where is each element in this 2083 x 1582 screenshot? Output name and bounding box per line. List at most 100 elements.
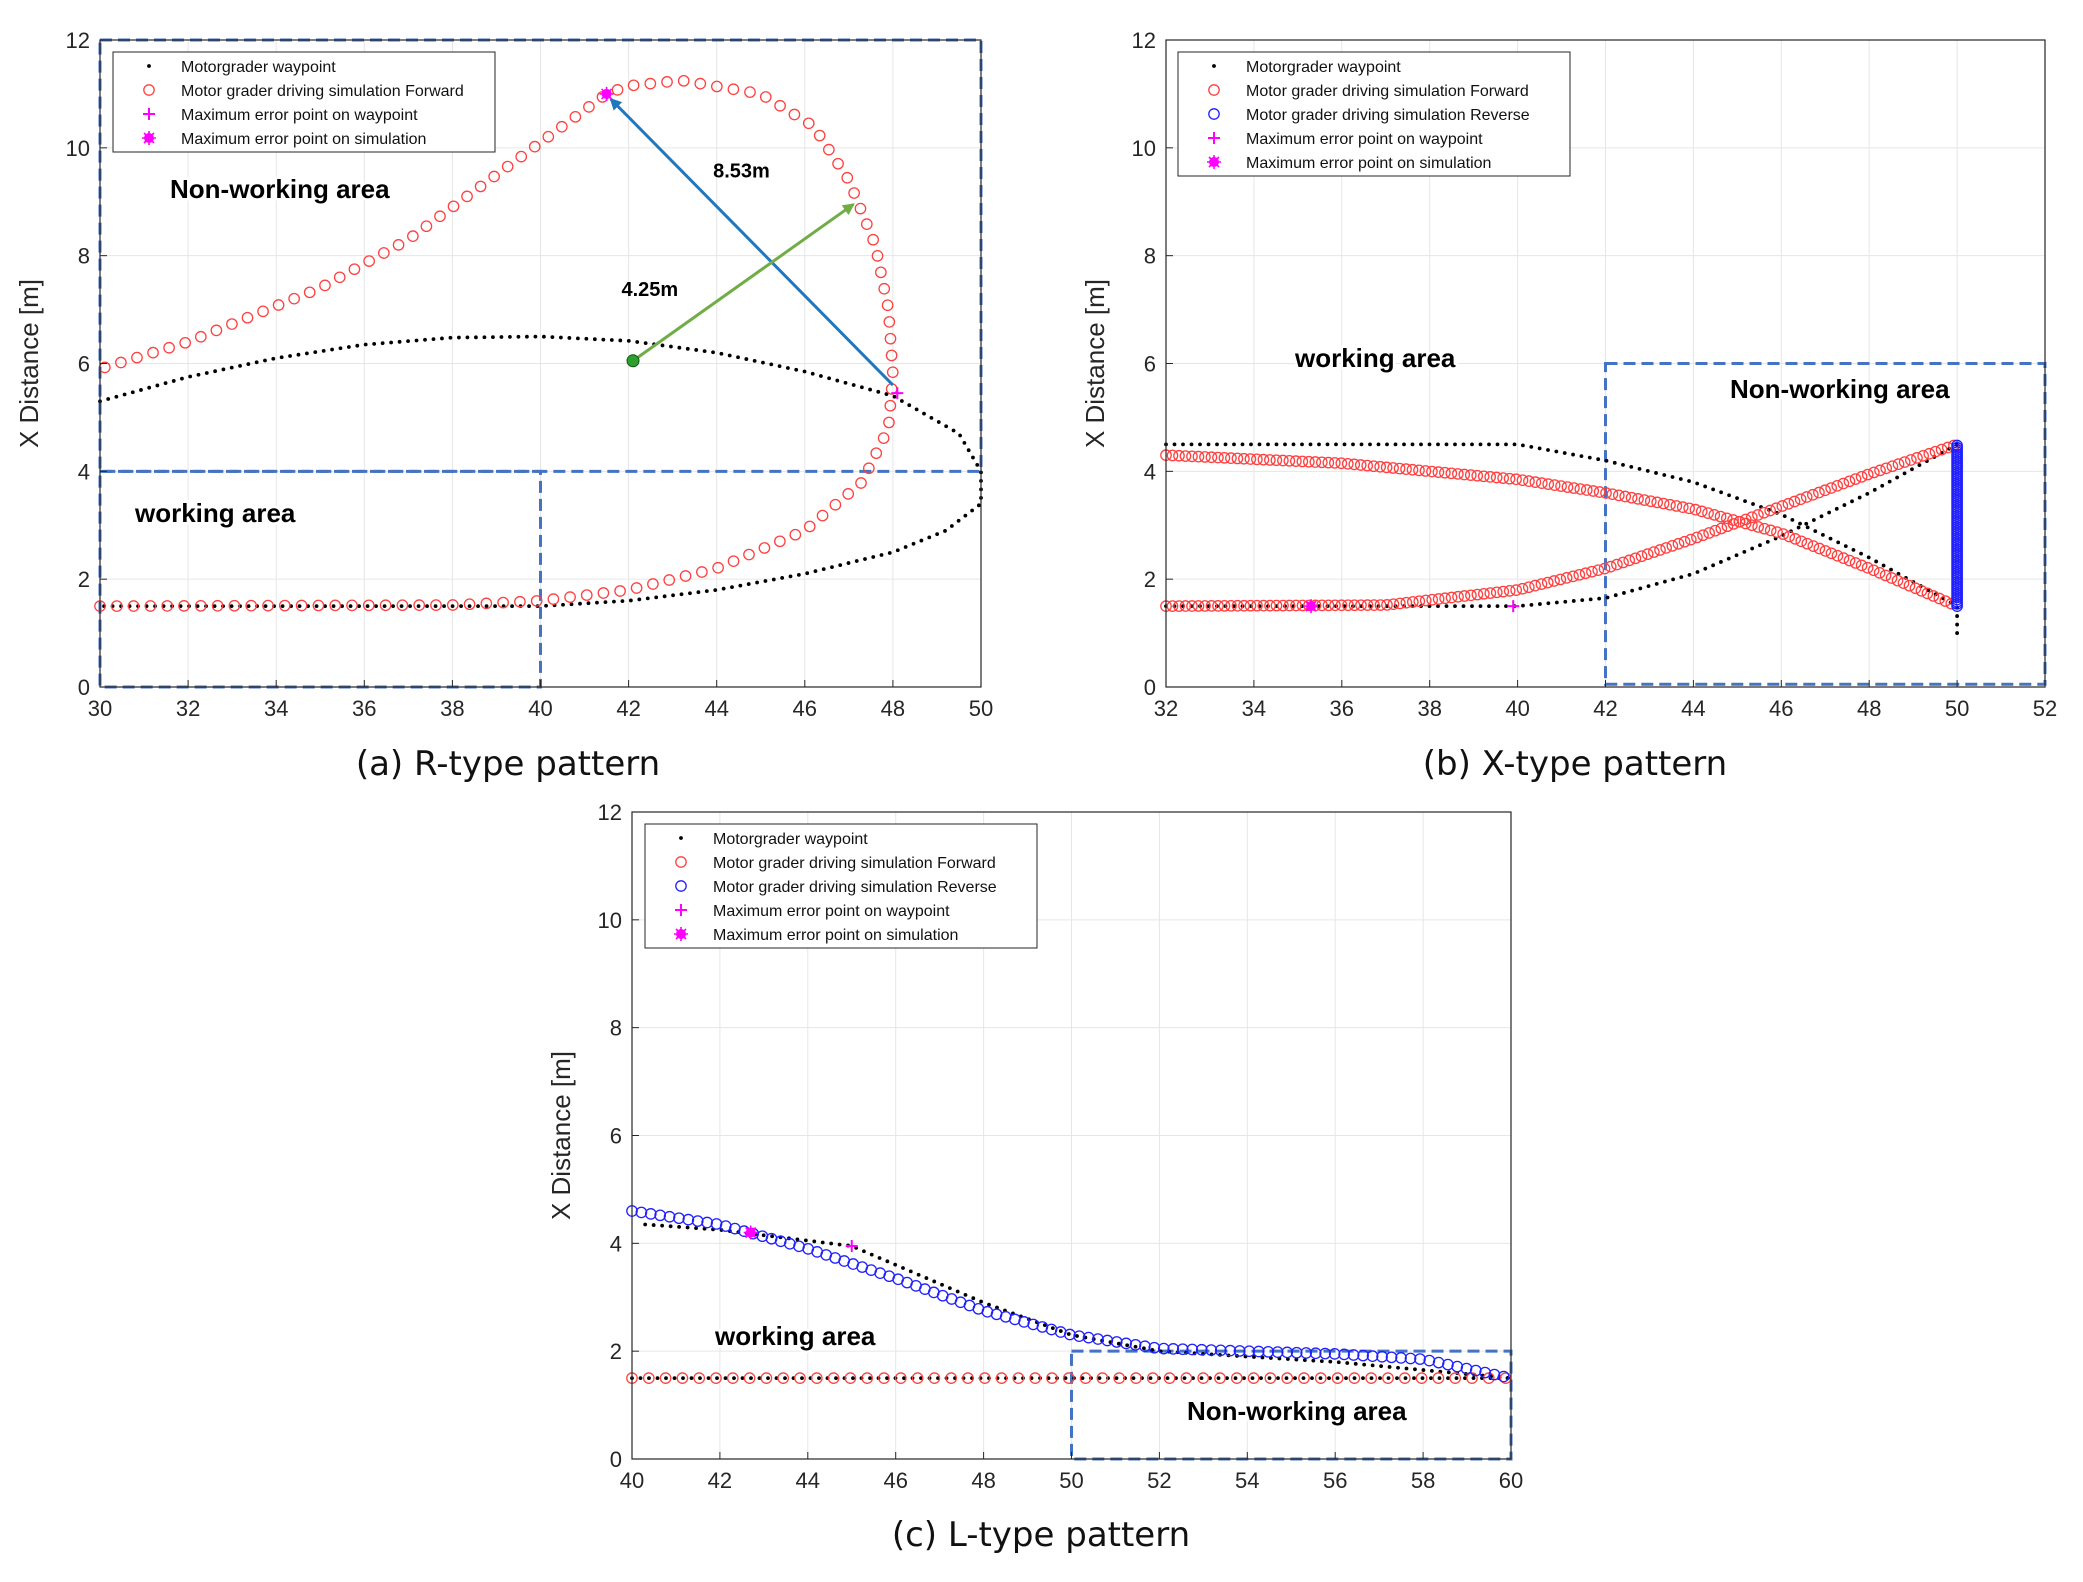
waypoint-point (467, 604, 472, 609)
waypoint-point (1386, 1376, 1391, 1381)
waypoint-point (1402, 442, 1406, 447)
simulation-point (663, 1210, 676, 1223)
waypoint-point (664, 1376, 668, 1381)
simulation-point (1935, 443, 1948, 456)
x-tick-label: 44 (796, 1468, 820, 1493)
simulation-point (1625, 491, 1638, 504)
x-tick-label: 42 (616, 696, 640, 721)
waypoint-point (803, 1238, 808, 1243)
simulation-point (1148, 1341, 1161, 1354)
simulation-point (1046, 1372, 1058, 1384)
waypoint-point (569, 602, 574, 607)
y-tick-label: 8 (610, 1016, 622, 1041)
waypoint-point (1562, 451, 1567, 455)
waypoint-point (1097, 1376, 1102, 1381)
simulation-point (542, 130, 555, 143)
waypoint-point (1353, 1361, 1358, 1366)
simulation-point (1855, 559, 1868, 572)
simulation-point (1231, 452, 1244, 465)
waypoint-point (800, 1376, 804, 1381)
region-box (98, 469, 542, 689)
simulation-point (1764, 504, 1776, 517)
waypoint-point (830, 565, 834, 570)
simulation-point (597, 587, 610, 599)
simulation-point (1885, 572, 1898, 584)
simulation-point (1281, 1346, 1294, 1359)
waypoint-point (689, 1376, 694, 1381)
waypoint-point (975, 462, 980, 467)
simulation-point (1322, 456, 1335, 469)
waypoint-point (971, 1296, 976, 1301)
simulation-point (1593, 486, 1606, 498)
waypoint-point (761, 1233, 766, 1238)
simulation-point (1224, 1344, 1237, 1357)
simulation-point (1296, 455, 1309, 468)
waypoint-point (955, 1289, 960, 1294)
waypoint-point (213, 369, 218, 374)
simulation-point (1554, 573, 1567, 586)
simulation-point (447, 200, 460, 213)
simulation-point (1651, 496, 1664, 509)
simulation-point (1619, 490, 1632, 503)
waypoint-point (819, 374, 823, 378)
simulation-point (1795, 535, 1808, 548)
waypoint-point (1413, 1367, 1417, 1372)
waypoint-point (1495, 442, 1500, 447)
waypoint-point (567, 336, 572, 340)
simulation-point (131, 351, 143, 364)
waypoint-point (802, 369, 807, 374)
waypoint-point (871, 555, 876, 559)
waypoint-point (911, 541, 916, 546)
waypoint-point (813, 569, 818, 574)
simulation-point (1146, 1372, 1159, 1384)
simulation-point (434, 210, 446, 223)
waypoint-point (508, 335, 512, 339)
waypoint-point (903, 545, 908, 549)
waypoint-point (1587, 455, 1592, 460)
simulation-point (1460, 1362, 1473, 1375)
waypoint-point (271, 356, 276, 361)
simulation-point (1233, 1345, 1246, 1357)
waypoint-point (672, 1376, 677, 1381)
waypoint-point (1042, 1323, 1047, 1328)
simulation-point (878, 282, 891, 295)
waypoint-point (1294, 1357, 1299, 1362)
waypoint-point (685, 346, 690, 351)
waypoint-point (1233, 1376, 1238, 1381)
waypoint-point (1328, 1359, 1333, 1364)
waypoint-point (721, 586, 726, 591)
waypoint-point (1252, 1355, 1256, 1359)
simulation-point (1270, 454, 1283, 467)
waypoint-point (677, 1225, 681, 1229)
x-tick-label: 60 (1499, 1468, 1523, 1493)
waypoint-point (706, 1376, 711, 1381)
simulation-point (759, 91, 772, 103)
waypoint-point (423, 337, 427, 342)
simulation-point (262, 599, 274, 612)
waypoint-point (1662, 473, 1667, 477)
panel-r-type: 8.53m 4.25m Non-working area working area 30… (14, 28, 993, 784)
simulation-point (1432, 1356, 1445, 1369)
simulation-point (333, 271, 346, 284)
x-tick-label: 50 (969, 696, 993, 721)
simulation-point (1855, 470, 1868, 483)
simulation-point (115, 356, 127, 369)
simulation-point (1322, 599, 1335, 612)
waypoint-point (732, 1376, 736, 1381)
legend-entry: Motor grader driving simulation Forward (181, 83, 464, 100)
waypoint-point (1654, 582, 1659, 586)
waypoint-point (637, 597, 642, 602)
waypoint-point (755, 580, 759, 585)
legend-marker (147, 64, 151, 68)
waypoint-point (662, 594, 667, 599)
simulation-point (803, 520, 816, 533)
simulation-point (841, 171, 854, 184)
simulation-point (1548, 575, 1560, 587)
simulation-point (1568, 482, 1580, 494)
simulation-point (1923, 447, 1936, 460)
waypoint-point (1678, 477, 1683, 481)
waypoint-point (1926, 588, 1931, 593)
waypoint-point (1359, 442, 1364, 447)
waypoint-point (1446, 1376, 1450, 1381)
waypoint-point (713, 588, 718, 593)
